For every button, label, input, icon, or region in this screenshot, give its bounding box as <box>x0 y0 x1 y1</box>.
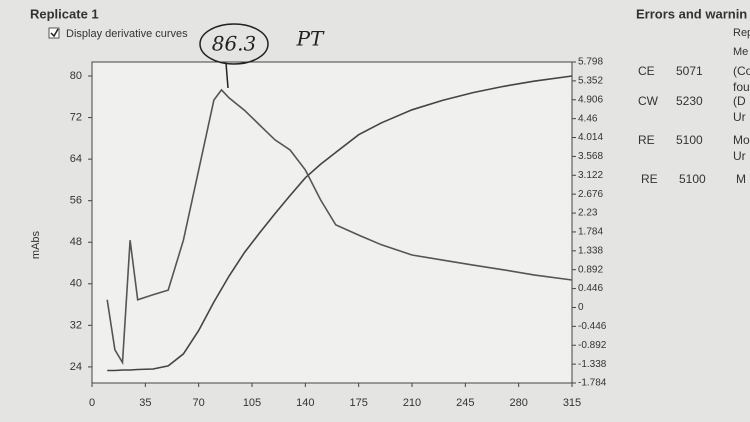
y-tick-label: 48 <box>70 236 82 248</box>
y2-tick-label: 4.906 <box>578 94 603 105</box>
y2-tick-label: 0 <box>578 302 584 313</box>
y2-tick-label: -1.784 <box>578 378 607 389</box>
x-tick-label: 175 <box>349 397 367 409</box>
y2-tick-label: 3.568 <box>578 151 603 162</box>
y-tick-label: 64 <box>70 153 82 165</box>
panel-cell: Ur <box>733 149 746 163</box>
replicate-title: Replicate 1 <box>30 6 99 21</box>
checkbox[interactable] <box>48 27 60 39</box>
checkbox-label[interactable]: Display derivative curves <box>66 28 188 40</box>
plot-area <box>91 61 573 384</box>
panel-cell: Mo <box>733 133 750 147</box>
y2-tick-label: 4.014 <box>578 132 603 143</box>
y2-tick-label: 1.784 <box>578 227 603 238</box>
y2-tick-label: 2.676 <box>578 189 603 200</box>
errors-panel: Rep Me CE 5071 (Co fou CW 5230 (D Ur RE 5100 Mo Ur RE 5… <box>638 27 750 186</box>
panel-cell: RE <box>641 172 658 186</box>
series-line <box>107 75 573 372</box>
series-line <box>106 88 573 366</box>
y2-tick-label: 5.798 <box>578 57 603 68</box>
panel-cell: 5100 <box>676 133 703 147</box>
y2-tick-label: 5.352 <box>578 76 603 87</box>
checkmark <box>50 28 59 38</box>
y2-tick-label: -0.892 <box>578 340 607 351</box>
panel-cell: 5230 <box>676 94 703 108</box>
panel-cell: CW <box>638 94 659 108</box>
panel-cell: Ur <box>733 110 746 124</box>
annotation: PT <box>296 27 325 51</box>
y-tick-label: 72 <box>70 111 82 123</box>
y2-tick-label: 2.23 <box>578 208 598 219</box>
x-tick-label: 315 <box>563 397 581 409</box>
panel-cell: CE <box>638 64 655 78</box>
annotation: 86.3 <box>212 32 257 56</box>
errors-title: Errors and warnin <box>636 6 747 21</box>
x-tick-label: 245 <box>456 397 474 409</box>
x-tick-label: 35 <box>139 397 151 409</box>
panel-cell: M <box>736 172 746 186</box>
y-tick-label: 80 <box>70 70 82 82</box>
y-tick-label: 32 <box>70 319 82 331</box>
panel-cell: (D <box>733 94 746 108</box>
y2-tick-label: 3.122 <box>578 170 603 181</box>
y2-tick-label: 0.892 <box>578 264 603 275</box>
panel-header: Me <box>733 46 748 58</box>
y2-tick-label: 0.446 <box>578 283 603 294</box>
panel-cell: (Co <box>733 64 750 78</box>
x-tick-label: 140 <box>296 397 314 409</box>
panel-cell: 5100 <box>679 172 706 186</box>
y2-tick-label: -0.446 <box>578 321 607 332</box>
y-tick-label: 56 <box>70 195 82 207</box>
panel-cell: fou <box>733 80 750 94</box>
y2-tick-label: 4.46 <box>578 113 598 124</box>
annotation-circle <box>199 23 269 65</box>
y-tick-label: 40 <box>70 278 82 290</box>
panel-cell: 5071 <box>676 64 703 78</box>
x-tick-label: 280 <box>509 397 527 409</box>
y2-tick-label: -1.338 <box>578 359 607 370</box>
x-tick-label: 210 <box>403 397 421 409</box>
panel-cell: RE <box>638 133 655 147</box>
y-tick-label: 24 <box>70 361 82 373</box>
x-tick-label: 105 <box>243 397 261 409</box>
y2-tick-label: 1.338 <box>578 245 603 256</box>
panel-header: Rep <box>733 27 750 39</box>
annotation-pointer <box>225 62 229 89</box>
x-tick-label: 70 <box>193 397 205 409</box>
y-axis-label: mAbs <box>30 230 42 259</box>
x-tick-label: 0 <box>89 397 95 409</box>
